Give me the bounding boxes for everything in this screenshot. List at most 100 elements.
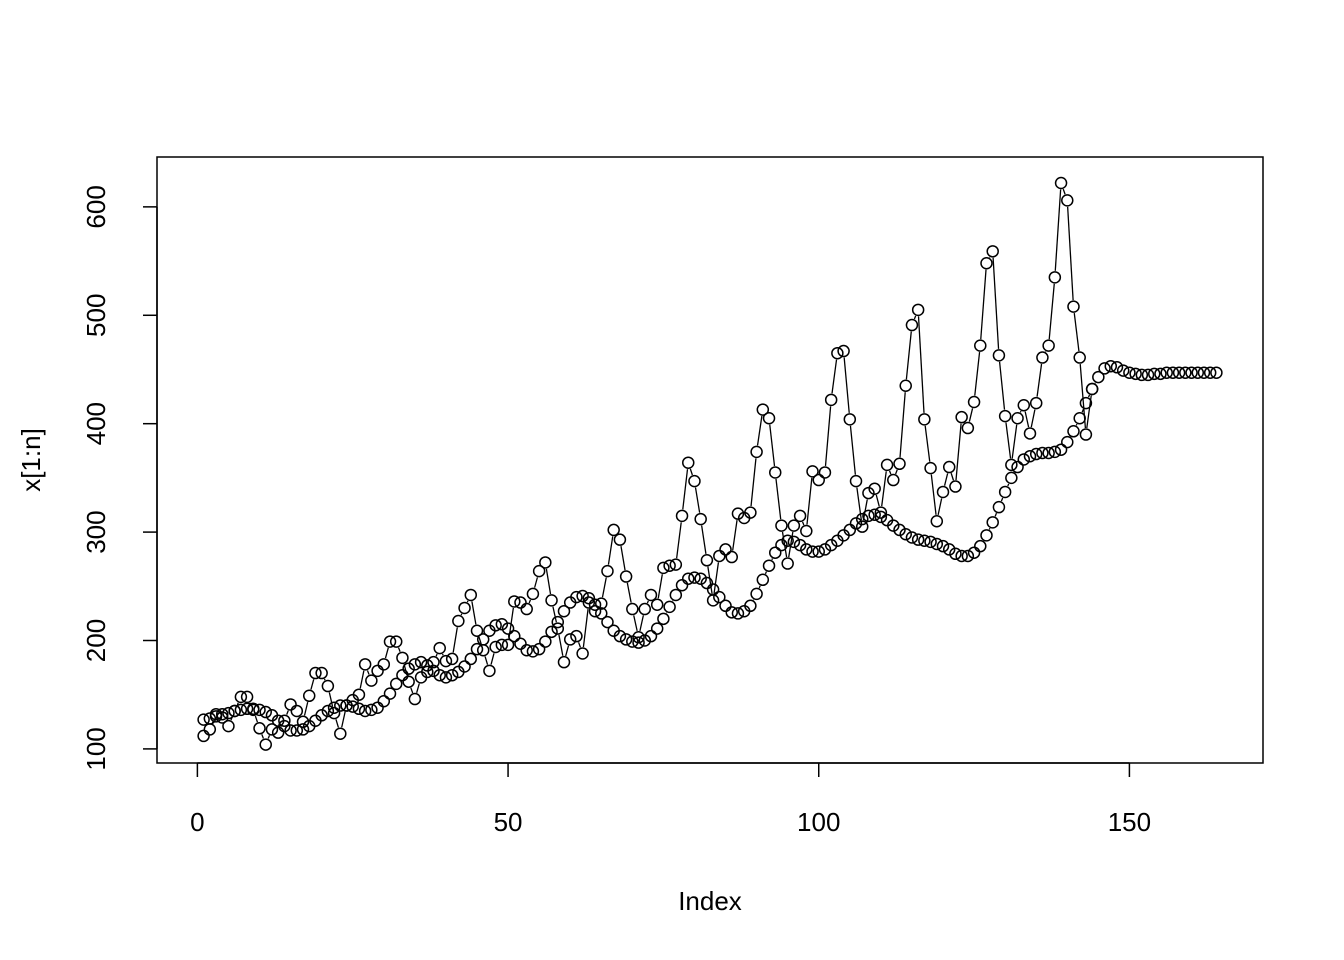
data-point — [458, 660, 471, 673]
data-point — [445, 668, 459, 682]
series-line-segment — [899, 392, 906, 458]
data-point — [408, 692, 422, 706]
data-point — [911, 303, 925, 317]
data-point — [365, 703, 378, 717]
data-point — [284, 724, 297, 737]
data-point — [358, 704, 372, 718]
data-point — [918, 534, 931, 548]
data-point — [868, 482, 881, 495]
data-point — [669, 588, 683, 602]
data-point — [197, 713, 210, 726]
data-point — [750, 445, 763, 459]
data-point — [327, 701, 341, 714]
data-point — [414, 655, 428, 669]
data-point — [949, 547, 962, 561]
data-point — [843, 523, 857, 537]
series-line-segment — [806, 477, 813, 525]
series-line-segment — [384, 647, 389, 659]
series-line-segment — [913, 315, 917, 320]
data-point — [228, 704, 241, 718]
data-point — [1148, 367, 1161, 381]
y-tick-label: 400 — [81, 402, 111, 445]
data-point — [1210, 366, 1223, 379]
data-point — [551, 615, 565, 629]
data-point — [775, 538, 788, 552]
data-point — [526, 645, 540, 658]
data-point — [1160, 366, 1173, 379]
series-line-segment — [843, 357, 850, 413]
data-point — [383, 635, 397, 648]
data-point — [520, 602, 533, 616]
series-line-segment — [775, 478, 782, 520]
data-point — [800, 524, 813, 538]
data-point — [476, 633, 490, 646]
series-line-segment — [888, 470, 892, 475]
data-point — [949, 480, 962, 493]
data-point — [800, 543, 813, 556]
data-point — [992, 500, 1006, 514]
series-line-segment — [1011, 424, 1018, 459]
data-point — [284, 698, 297, 711]
data-point — [209, 710, 223, 723]
data-point — [1017, 453, 1031, 466]
series-line-segment — [862, 499, 868, 521]
data-point — [358, 658, 372, 671]
data-point — [396, 651, 409, 665]
series-line-segment — [639, 615, 644, 632]
data-point — [222, 706, 235, 720]
series-line-segment — [955, 423, 962, 481]
data-point — [899, 528, 912, 541]
data-point — [352, 688, 366, 701]
data-point — [1067, 425, 1080, 438]
data-point — [793, 509, 807, 523]
data-point — [1129, 367, 1142, 381]
series-line-segment — [998, 361, 1006, 410]
data-point — [402, 675, 415, 688]
series-line-segment — [1054, 189, 1062, 271]
data-point — [688, 474, 701, 488]
series-line-segment — [484, 656, 489, 665]
data-point — [539, 556, 552, 569]
data-point — [806, 545, 819, 558]
data-point — [315, 709, 328, 722]
series-line-segment — [416, 683, 420, 693]
data-point — [234, 703, 248, 717]
data-point — [1023, 427, 1037, 440]
series-line-segment — [471, 601, 477, 625]
data-point — [849, 517, 863, 530]
data-point — [781, 534, 794, 548]
series-line-segment — [1019, 410, 1022, 413]
data-point — [588, 604, 602, 618]
data-point — [365, 674, 378, 687]
data-point — [532, 564, 546, 578]
y-axis: 100 200 300 400 500 600 — [81, 185, 158, 771]
data-point — [1135, 368, 1149, 382]
series-line-segment — [713, 562, 720, 595]
data-point — [967, 546, 981, 559]
data-point — [700, 554, 714, 567]
data-point — [650, 598, 664, 611]
data-point — [588, 598, 602, 611]
data-point — [321, 704, 335, 718]
data-point — [613, 533, 627, 546]
data-point — [955, 549, 968, 563]
data-point — [582, 591, 596, 605]
data-point — [278, 719, 291, 733]
series-line-segment — [994, 512, 998, 517]
series-line-segment — [558, 634, 564, 656]
data-point — [433, 668, 446, 682]
data-point — [787, 535, 801, 549]
data-point — [421, 665, 434, 679]
data-point — [682, 456, 695, 469]
data-point — [899, 379, 912, 392]
data-point — [576, 647, 589, 660]
data-point — [657, 561, 670, 575]
data-point — [1092, 370, 1105, 384]
data-point — [887, 473, 900, 487]
data-point — [812, 473, 825, 487]
data-point — [445, 652, 459, 666]
data-point — [514, 637, 527, 651]
data-point — [1197, 366, 1211, 379]
data-point — [874, 506, 888, 519]
data-point — [880, 458, 894, 472]
